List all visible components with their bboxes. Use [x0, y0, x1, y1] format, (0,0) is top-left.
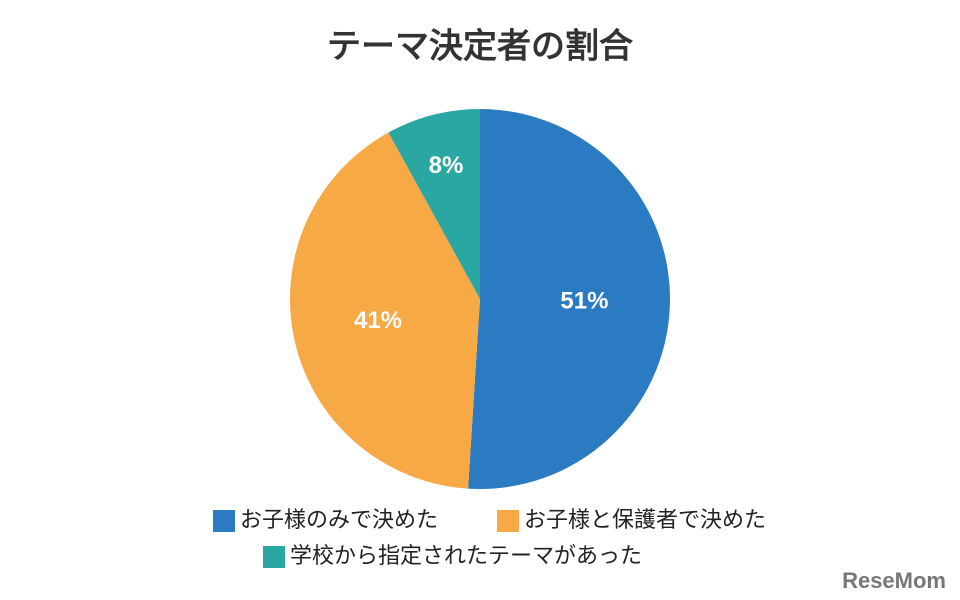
data-label: 41% — [354, 307, 402, 334]
chart-title: テーマ決定者の割合 — [327, 27, 633, 67]
legend-label: お子様のみで決めた — [240, 508, 438, 533]
data-label: 8% — [429, 152, 464, 179]
pie-slice — [468, 109, 670, 490]
pie-slice — [289, 132, 480, 489]
pie-slice — [388, 109, 480, 299]
legend-label: お子様と保護者で決めた — [524, 508, 766, 533]
legend-swatch — [213, 510, 235, 532]
legend-swatch — [263, 546, 285, 568]
data-label: 51% — [560, 288, 608, 315]
legend-swatch — [497, 510, 519, 532]
watermark: ReseMom — [842, 568, 946, 593]
legend-label: 学校から指定されたテーマがあった — [290, 544, 642, 569]
